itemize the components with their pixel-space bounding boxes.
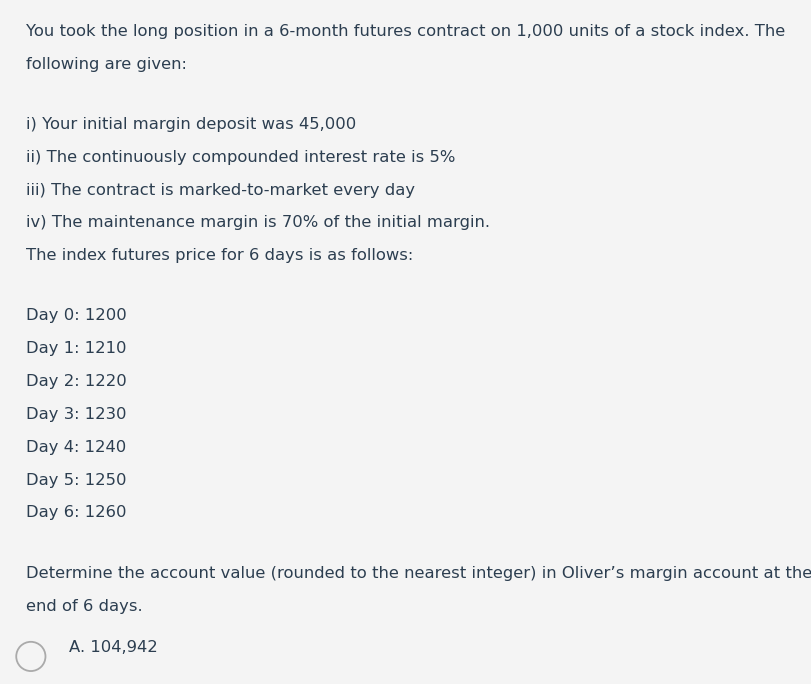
Text: Day 2: 1220: Day 2: 1220: [26, 374, 127, 389]
Text: Day 5: 1250: Day 5: 1250: [26, 473, 127, 488]
Text: Day 3: 1230: Day 3: 1230: [26, 407, 127, 422]
Text: Day 1: 1210: Day 1: 1210: [26, 341, 127, 356]
Text: The index futures price for 6 days is as follows:: The index futures price for 6 days is as…: [26, 248, 413, 263]
Text: Day 0: 1200: Day 0: 1200: [26, 308, 127, 324]
Text: following are given:: following are given:: [26, 57, 187, 72]
Text: Day 6: 1260: Day 6: 1260: [26, 505, 127, 521]
Text: iii) The contract is marked-to-market every day: iii) The contract is marked-to-market ev…: [26, 183, 414, 198]
Text: iv) The maintenance margin is 70% of the initial margin.: iv) The maintenance margin is 70% of the…: [26, 215, 489, 231]
Text: Determine the account value (rounded to the nearest integer) in Oliver’s margin : Determine the account value (rounded to …: [26, 566, 811, 581]
Text: end of 6 days.: end of 6 days.: [26, 598, 143, 614]
Text: You took the long position in a 6-month futures contract on 1,000 units of a sto: You took the long position in a 6-month …: [26, 24, 784, 39]
Text: ii) The continuously compounded interest rate is 5%: ii) The continuously compounded interest…: [26, 150, 455, 165]
Text: i) Your initial margin deposit was 45,000: i) Your initial margin deposit was 45,00…: [26, 117, 356, 132]
Text: A. 104,942: A. 104,942: [69, 640, 157, 655]
Text: Day 4: 1240: Day 4: 1240: [26, 440, 126, 455]
